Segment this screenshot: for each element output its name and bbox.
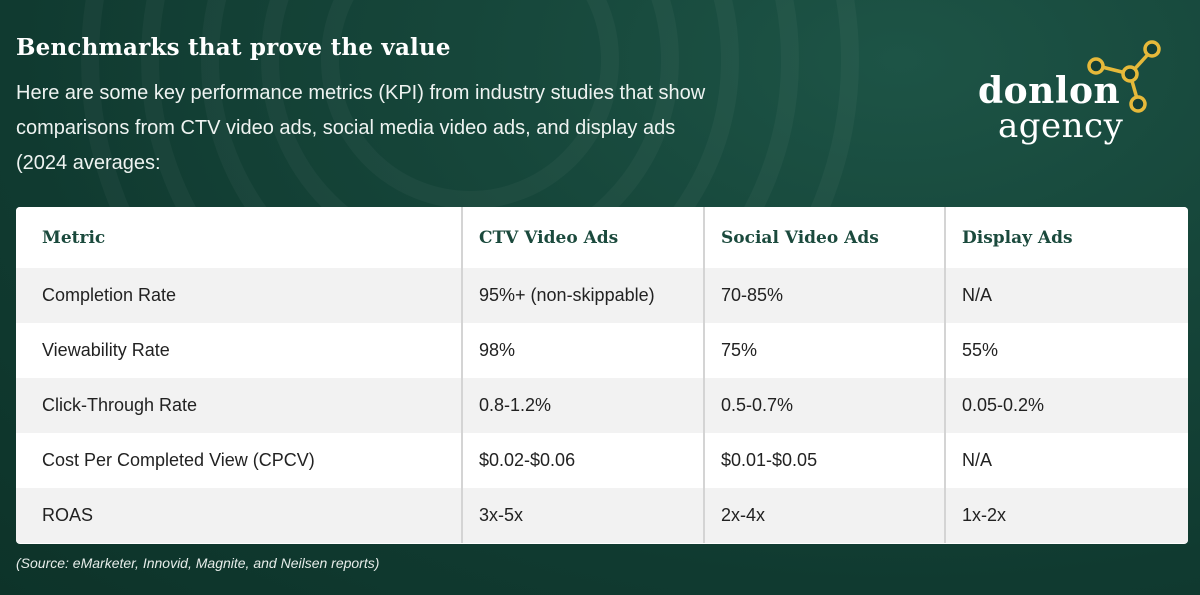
benchmarks-table-card: Metric CTV Video Ads Social Video Ads Di… — [16, 207, 1188, 544]
logo-wordmark-agency: agency — [998, 106, 1124, 146]
source-note: (Source: eMarketer, Innovid, Magnite, an… — [16, 555, 380, 571]
intro-paragraph: Here are some key performance metrics (K… — [16, 82, 706, 174]
column-header-ctv: CTV Video Ads — [461, 207, 704, 268]
column-header-social: Social Video Ads — [703, 207, 945, 268]
social-cell: $0.01-$0.05 — [703, 433, 945, 488]
logo-wordmark-donlon: donlon — [978, 70, 1121, 112]
table-row: Viewability Rate 98% 75% 55% — [16, 323, 1188, 378]
display-cell: 1x-2x — [944, 488, 1188, 543]
social-cell: 70-85% — [703, 268, 945, 323]
ctv-cell: 98% — [461, 323, 704, 378]
display-cell: 0.05-0.2% — [944, 378, 1188, 433]
table-row: Click-Through Rate 0.8-1.2% 0.5-0.7% 0.0… — [16, 378, 1188, 433]
table-header-row: Metric CTV Video Ads Social Video Ads Di… — [16, 207, 1188, 268]
page-title: Benchmarks that prove the value — [16, 34, 451, 61]
network-nodes-icon — [1087, 40, 1161, 113]
metric-cell: Cost Per Completed View (CPCV) — [16, 433, 462, 488]
table-row: Cost Per Completed View (CPCV) $0.02-$0.… — [16, 433, 1188, 488]
column-header-display: Display Ads — [944, 207, 1188, 268]
table-row: ROAS 3x-5x 2x-4x 1x-2x — [16, 488, 1188, 543]
benchmarks-table: Metric CTV Video Ads Social Video Ads Di… — [16, 207, 1188, 543]
ctv-cell: 95%+ (non-skippable) — [461, 268, 704, 323]
social-cell: 75% — [703, 323, 945, 378]
ctv-cell: 0.8-1.2% — [461, 378, 704, 433]
table-row: Completion Rate 95%+ (non-skippable) 70-… — [16, 268, 1188, 323]
brand-logo: donlon agency — [972, 40, 1172, 160]
ctv-cell: $0.02-$0.06 — [461, 433, 704, 488]
ctv-cell: 3x-5x — [461, 488, 704, 543]
display-cell: 55% — [944, 323, 1188, 378]
social-cell: 0.5-0.7% — [703, 378, 945, 433]
metric-cell: ROAS — [16, 488, 462, 543]
column-header-metric: Metric — [16, 207, 462, 268]
metric-cell: Click-Through Rate — [16, 378, 462, 433]
metric-cell: Viewability Rate — [16, 323, 462, 378]
social-cell: 2x-4x — [703, 488, 945, 543]
metric-cell: Completion Rate — [16, 268, 462, 323]
display-cell: N/A — [944, 433, 1188, 488]
display-cell: N/A — [944, 268, 1188, 323]
